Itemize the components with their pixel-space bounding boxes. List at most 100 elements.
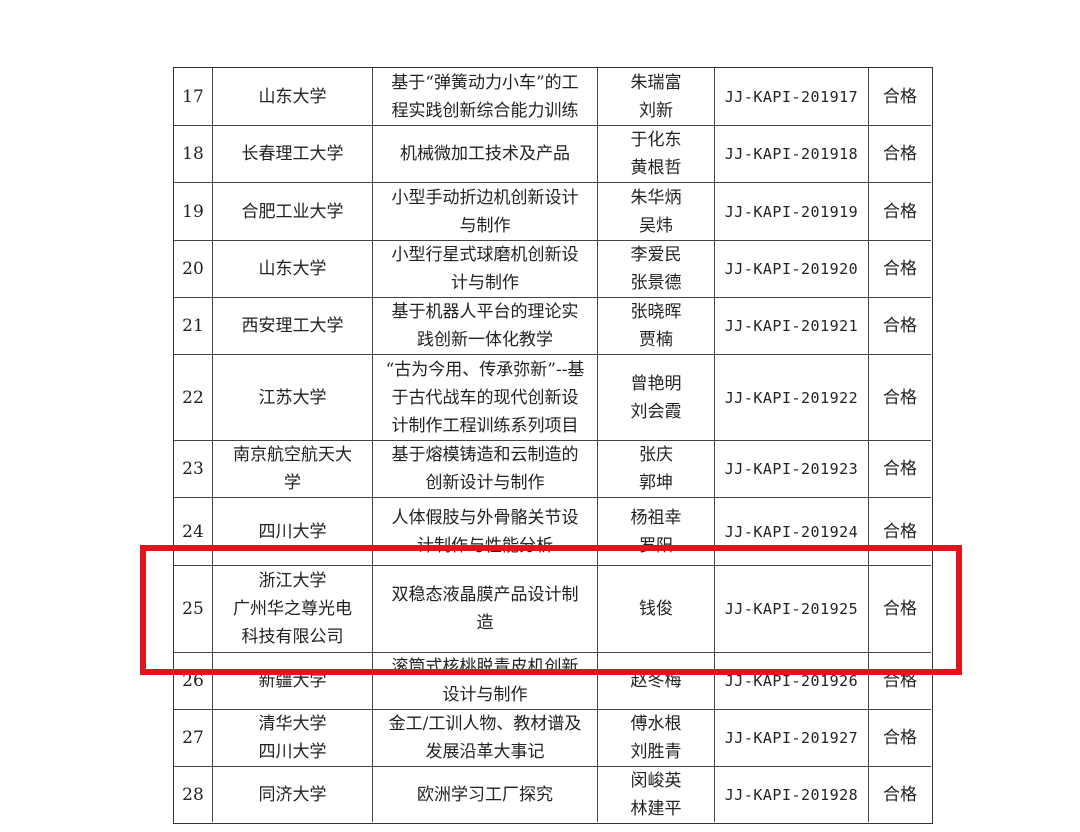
cell-text: 创新设计与制作	[425, 473, 545, 493]
code-cell: JJ-KAPI-201918	[715, 126, 869, 183]
cell-text: 欧洲学习工厂探究	[417, 784, 553, 805]
school-cell: 同济大学	[213, 767, 373, 822]
number-cell: 26	[174, 653, 213, 710]
cell-text: 金工/工训人物、教材谱及	[388, 714, 582, 734]
cell-text: 贾楠	[639, 330, 673, 350]
project-cell: 基于机器人平台的理论实 践创新一体化教学	[373, 298, 598, 355]
number-cell: 19	[174, 183, 213, 241]
cell-text: “古为今用、传承弥新”--基	[385, 359, 585, 380]
cell-text: 20	[182, 259, 204, 279]
school-cell: 南京航空航天大学	[213, 441, 373, 498]
cell-text: 27	[182, 728, 204, 748]
number-cell: 21	[174, 298, 213, 355]
school-cell: 四川大学	[213, 498, 373, 566]
school-cell: 山东大学	[213, 68, 373, 126]
code-cell: JJ-KAPI-201928	[715, 767, 869, 822]
people-cell: 张晓晖 贾楠	[598, 298, 715, 355]
project-cell: 人体假肢与外骨骼关节设 计制作与性能分析	[373, 498, 598, 566]
project-cell: 滚筒式核桃脱青皮机创新 设计与制作	[373, 653, 598, 710]
people-cell: 李爱民 张景德	[598, 241, 715, 298]
result-cell: 合格	[869, 498, 931, 566]
people-cell: 朱华炳 吴炜	[598, 183, 715, 241]
project-cell: 欧洲学习工厂探究	[373, 767, 598, 822]
people-cell: 曾艳明 刘会霞	[598, 355, 715, 441]
cell-text: 小型手动折边机创新设计	[391, 187, 579, 208]
result-cell: 合格	[869, 767, 931, 822]
table: 17 山东大学 基于“弹簧动力小车”的工 程实践创新综合能力训练 朱瑞富 刘新 JJ-KAP…	[173, 67, 933, 824]
cell-text: 新疆大学	[258, 671, 327, 691]
cell-text: JJ-KAPI-201922	[724, 388, 859, 407]
cell-text: 合格	[883, 144, 917, 164]
project-cell: “古为今用、传承弥新”--基 于古代战车的现代创新设 计制作工程训练系列项目	[373, 355, 598, 441]
cell-text: 长春理工大学	[241, 144, 344, 164]
people-cell: 赵冬梅	[598, 653, 715, 710]
cell-text: 曾艳明	[630, 373, 682, 394]
number-cell: 25	[174, 566, 213, 653]
cell-text: 李爱民	[630, 245, 682, 265]
cell-text: 西安理工大学	[241, 316, 344, 336]
cell-text: 杨祖幸	[630, 507, 682, 528]
people-cell: 于化东 黄根哲	[598, 126, 715, 183]
code-cell: JJ-KAPI-201927	[715, 710, 869, 767]
code-cell: JJ-KAPI-201921	[715, 298, 869, 355]
cell-text: JJ-KAPI-201926	[724, 672, 859, 690]
cell-text: JJ-KAPI-201917	[724, 87, 859, 106]
cell-text: 双稳态液晶膜产品设计制	[391, 585, 579, 605]
school-cell: 西安理工大学	[213, 298, 373, 355]
project-cell: 双稳态液晶膜产品设计制造	[373, 566, 598, 653]
cell-text: 合格	[883, 728, 917, 748]
cell-text: 浙江大学	[258, 571, 327, 591]
code-cell: JJ-KAPI-201926	[715, 653, 869, 710]
cell-text: 17	[182, 86, 204, 107]
cell-text: 合肥工业大学	[241, 201, 344, 222]
number-cell: 28	[174, 767, 213, 822]
cell-text: 张景德	[630, 273, 682, 293]
cell-text: 刘新	[639, 100, 673, 121]
cell-text: 四川大学	[258, 521, 327, 542]
cell-text: 18	[182, 144, 204, 164]
cell-text: 科技有限公司	[241, 627, 344, 647]
project-cell: 小型行星式球磨机创新设 计与制作	[373, 241, 598, 298]
cell-text: JJ-KAPI-201919	[724, 202, 859, 221]
cell-text: 合格	[883, 671, 917, 691]
cell-text: 赵冬梅	[630, 671, 682, 691]
result-cell: 合格	[869, 653, 931, 710]
number-cell: 27	[174, 710, 213, 767]
cell-text: 计制作与性能分析	[417, 535, 553, 556]
people-cell: 朱瑞富 刘新	[598, 68, 715, 126]
code-cell: JJ-KAPI-201917	[715, 68, 869, 126]
people-cell: 闵峻英 林建平	[598, 767, 715, 822]
school-cell: 浙江大学 广州华之尊光电 科技有限公司	[213, 566, 373, 653]
cell-text: 山东大学	[258, 259, 327, 279]
cell-text: 罗阳	[639, 535, 673, 556]
cell-text: 黄根哲	[630, 158, 682, 178]
cell-text: 28	[182, 784, 204, 805]
result-cell: 合格	[869, 566, 931, 653]
cell-text: JJ-KAPI-201924	[724, 522, 859, 541]
school-cell: 清华大学 四川大学	[213, 710, 373, 767]
cell-text: 合格	[883, 599, 917, 619]
cell-text: 与制作	[459, 215, 511, 236]
cell-text: 发展沿革大事记	[425, 742, 545, 762]
cell-text: 闵峻英	[630, 770, 682, 791]
cell-text: JJ-KAPI-201928	[724, 785, 859, 804]
code-cell: JJ-KAPI-201919	[715, 183, 869, 241]
project-cell: 小型手动折边机创新设计 与制作	[373, 183, 598, 241]
cell-text: 清华大学	[258, 714, 327, 734]
code-cell: JJ-KAPI-201922	[715, 355, 869, 441]
people-cell: 张庆 郭坤	[598, 441, 715, 498]
project-cell: 基于熔模铸造和云制造的 创新设计与制作	[373, 441, 598, 498]
cell-text: 21	[182, 316, 204, 336]
cell-text: 于化东	[630, 130, 682, 150]
cell-text: 四川大学	[258, 742, 327, 762]
number-cell: 22	[174, 355, 213, 441]
cell-text: 朱瑞富	[630, 72, 682, 93]
cell-text: 合格	[883, 201, 917, 222]
number-cell: 24	[174, 498, 213, 566]
cell-text: 基于熔模铸造和云制造的	[391, 445, 579, 465]
cell-text: 19	[182, 201, 204, 222]
people-cell: 杨祖幸 罗阳	[598, 498, 715, 566]
cell-text: 造	[476, 613, 494, 633]
result-cell: 合格	[869, 68, 931, 126]
